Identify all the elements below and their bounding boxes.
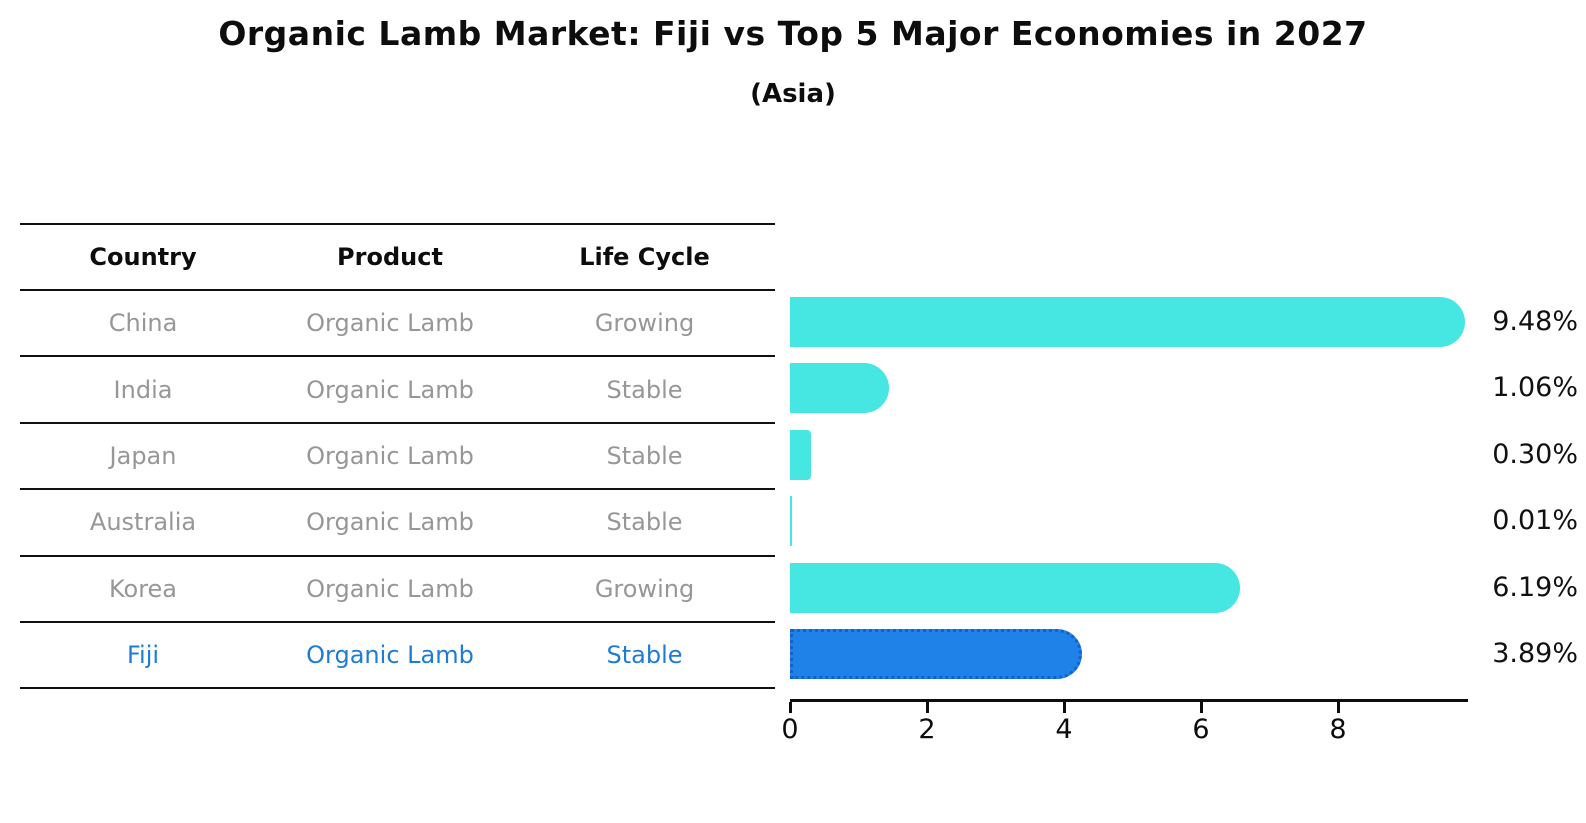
column-header-product: Product — [337, 243, 443, 271]
life-cycle-cell: Stable — [606, 441, 683, 470]
country-cell: India — [113, 375, 173, 404]
country-cell: Australia — [89, 508, 197, 537]
value-label-china: 9.48% — [1492, 306, 1578, 337]
table-header-row: Country Product Life Cycle — [20, 225, 775, 291]
x-tick-label-6: 6 — [1192, 714, 1210, 745]
table-row: India Organic Lamb Stable — [20, 357, 775, 424]
chart-subtitle: (Asia) — [750, 79, 836, 109]
column-header-life-cycle: Life Cycle — [579, 243, 710, 271]
product-cell: Organic Lamb — [306, 309, 474, 338]
bar-australia — [790, 496, 792, 547]
chart-row-japan: 0.30% — [790, 422, 1586, 488]
x-tick-6 — [1200, 702, 1203, 713]
x-tick-label-4: 4 — [1055, 714, 1073, 745]
value-label-fiji: 3.89% — [1492, 638, 1578, 669]
chart-row-australia: 0.01% — [790, 488, 1586, 554]
bar-india — [790, 363, 889, 414]
bar-fiji — [790, 629, 1083, 679]
chart-row-china: 9.48% — [790, 289, 1586, 355]
country-cell: China — [108, 309, 178, 338]
x-tick-label-8: 8 — [1329, 714, 1347, 745]
chart-row-india: 1.06% — [790, 355, 1586, 421]
chart-row-fiji: 3.89% — [790, 621, 1586, 687]
value-label-korea: 6.19% — [1492, 571, 1578, 603]
value-label-japan: 0.30% — [1492, 438, 1578, 470]
bar-korea — [790, 562, 1240, 613]
life-cycle-cell: Growing — [594, 574, 695, 603]
x-tick-0 — [789, 702, 792, 713]
value-label-australia: 0.01% — [1492, 505, 1578, 537]
life-cycle-cell: Growing — [594, 309, 695, 338]
table-body: China Organic Lamb Growing India Organic… — [20, 291, 775, 690]
country-cell: Japan — [109, 441, 177, 470]
table-row: China Organic Lamb Growing — [20, 291, 775, 358]
country-table: Country Product Life Cycle China Organic… — [20, 223, 775, 690]
product-cell: Organic Lamb — [306, 375, 474, 404]
table-row: Korea Organic Lamb Growing — [20, 557, 775, 623]
bar-china — [790, 297, 1466, 347]
table-row: Fiji Organic Lamb Stable — [20, 623, 775, 690]
life-cycle-cell: Stable — [606, 508, 683, 537]
column-header-country: Country — [89, 243, 197, 271]
x-tick-label-2: 2 — [918, 714, 936, 745]
product-cell: Organic Lamb — [306, 441, 474, 470]
x-axis: 0 2 4 6 8 — [781, 699, 1468, 745]
product-cell: Organic Lamb — [306, 508, 474, 537]
x-tick-2 — [926, 702, 929, 713]
country-cell: Korea — [108, 574, 178, 603]
chart-row-korea: 6.19% — [790, 555, 1586, 621]
product-cell: Organic Lamb — [306, 641, 474, 670]
table-row: Japan Organic Lamb Stable — [20, 424, 775, 491]
life-cycle-cell: Stable — [606, 641, 683, 670]
country-cell: Fiji — [126, 641, 160, 670]
x-tick-label-0: 0 — [781, 714, 799, 745]
value-label-india: 1.06% — [1492, 372, 1578, 404]
life-cycle-cell: Stable — [606, 375, 683, 404]
product-cell: Organic Lamb — [306, 574, 474, 603]
x-tick-4 — [1063, 702, 1066, 713]
x-tick-8 — [1337, 702, 1340, 713]
bar-japan — [790, 429, 811, 480]
chart-title: Organic Lamb Market: Fiji vs Top 5 Major… — [218, 14, 1368, 53]
plot-area: 9.48% 1.06% 0.30% 0.01% 6.19% 3.89% — [790, 289, 1586, 688]
table-row: Australia Organic Lamb Stable — [20, 490, 775, 557]
